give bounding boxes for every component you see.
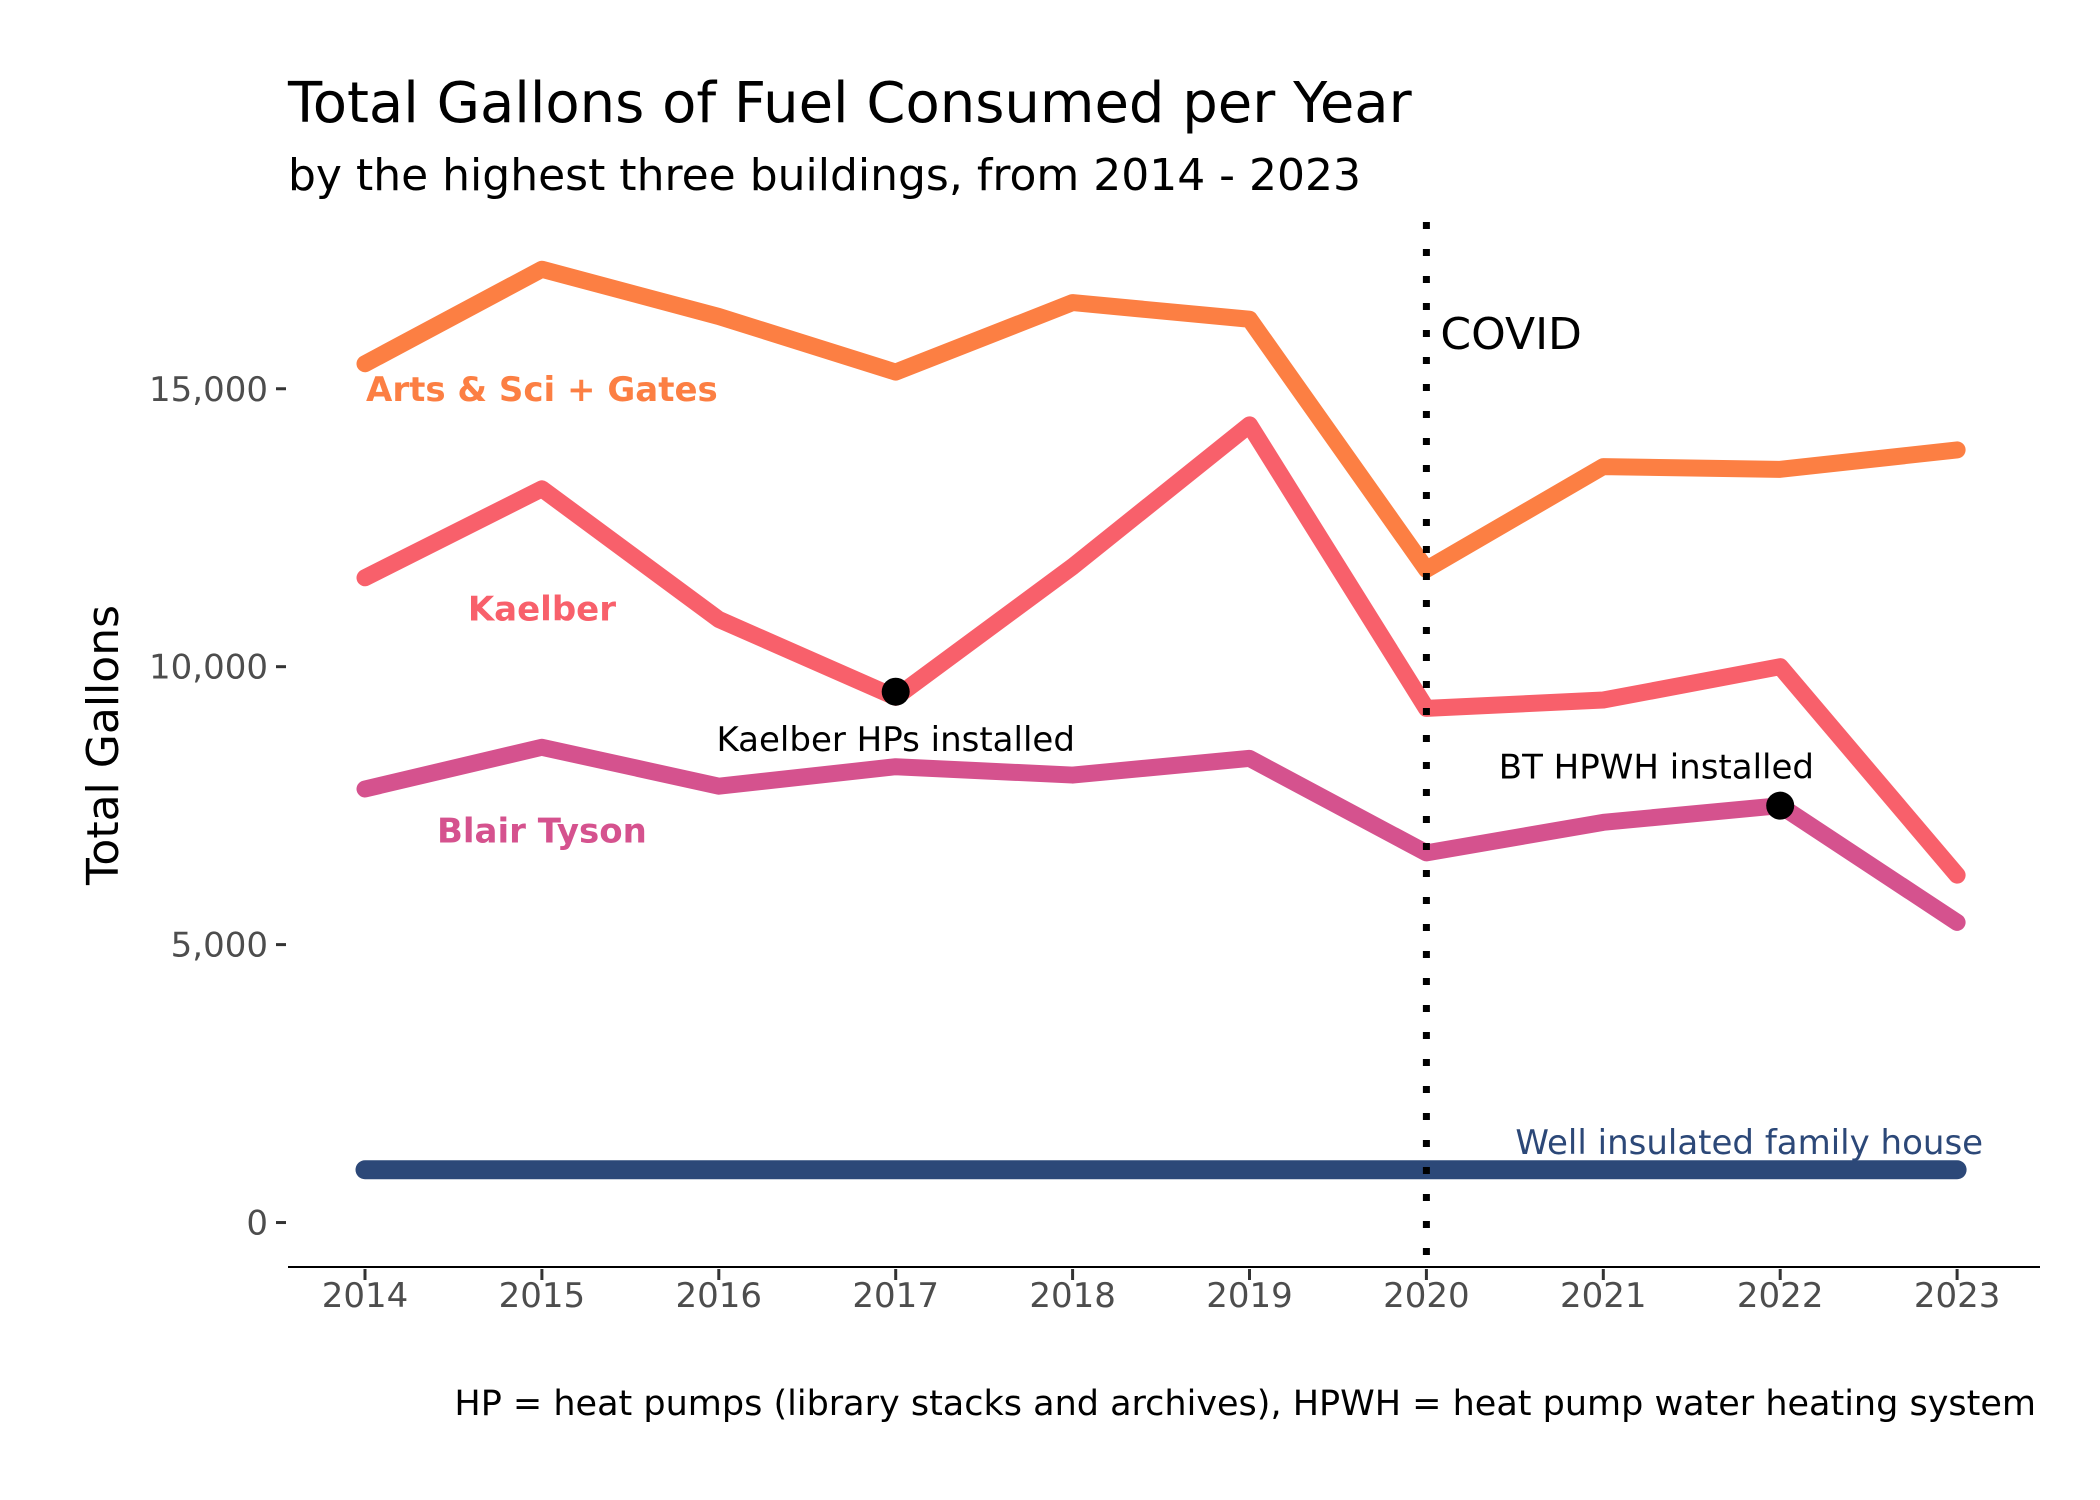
series-line-0 <box>356 260 1966 578</box>
chart-caption: HP = heat pumps (library stacks and arch… <box>454 1384 2036 1424</box>
series-line-1 <box>356 416 1966 884</box>
y-tick-label: 0 <box>246 1204 268 1244</box>
series-label-1: Kaelber <box>468 589 616 629</box>
x-tick-label: 2017 <box>852 1276 939 1316</box>
x-tick-label: 2020 <box>1383 1276 1470 1316</box>
x-axis: 2014 2015 2016 2017 2018 2019 2020 2021 2022 2023 <box>322 1269 2001 1316</box>
annotation-point <box>881 677 910 706</box>
x-tick-label: 2023 <box>1914 1276 2001 1316</box>
x-tick-label: 2022 <box>1737 1276 1824 1316</box>
y-axis-label: Total Gallons <box>78 605 129 886</box>
x-tick-label: 2021 <box>1560 1276 1647 1316</box>
series-layer: Arts & Sci + Gates Kaelber Blair Tyson Well… <box>355 260 1983 1180</box>
annotation-label: Kaelber HPs installed <box>716 720 1074 760</box>
series-label-0: Arts & Sci + Gates <box>366 370 718 410</box>
series-label-2: Blair Tyson <box>437 812 647 852</box>
series-line-2 <box>356 738 1966 931</box>
reference-line-layer: COVID <box>1422 222 1582 1262</box>
chart-subtitle: by the highest three buildings, from 201… <box>288 150 1361 201</box>
x-tick-label: 2014 <box>322 1276 409 1316</box>
x-tick-label: 2015 <box>499 1276 586 1316</box>
annotation-layer: Kaelber HPs installed BT HPWH installed <box>716 677 1814 820</box>
x-tick-label: 2018 <box>1029 1276 1116 1316</box>
annotation-point <box>1766 791 1795 820</box>
y-axis: 0 5,000 10,000 15,000 <box>149 370 286 1244</box>
covid-label: COVID <box>1440 309 1582 360</box>
series-label-3: Well insulated family house <box>1515 1123 1983 1163</box>
annotation-label: BT HPWH installed <box>1499 748 1814 788</box>
chart-title: Total Gallons of Fuel Consumed per Year <box>287 71 1413 136</box>
y-tick-label: 5,000 <box>171 926 268 966</box>
x-tick-label: 2019 <box>1206 1276 1293 1316</box>
x-tick-label: 2016 <box>676 1276 763 1316</box>
y-tick-label: 10,000 <box>149 648 268 688</box>
y-tick-label: 15,000 <box>149 370 268 410</box>
